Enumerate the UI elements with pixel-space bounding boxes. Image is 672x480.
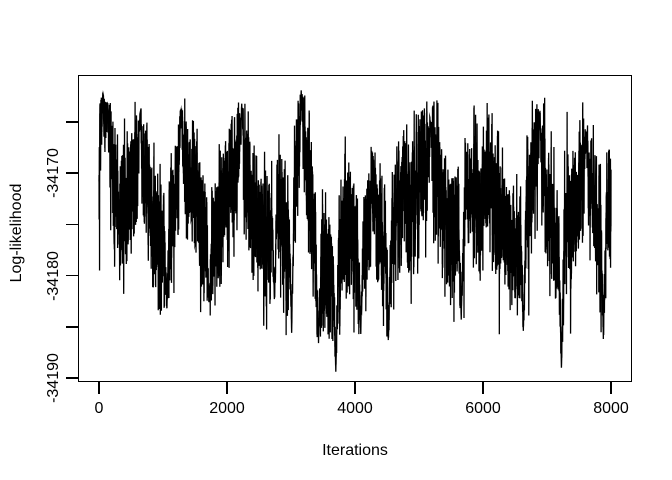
- x-axis-tick-label: 0: [94, 400, 104, 417]
- y-axis-tick: [66, 172, 78, 174]
- y-axis-tick: [66, 326, 78, 328]
- y-axis-tick: [66, 223, 78, 226]
- x-axis-tick-label: 6000: [465, 400, 501, 417]
- x-axis-tick-label: 2000: [209, 400, 245, 417]
- x-axis-tick: [482, 381, 484, 394]
- y-axis-tick: [66, 274, 78, 277]
- y-axis-tick-label-text: -34170: [45, 148, 62, 199]
- x-axis-tick: [226, 381, 228, 394]
- x-axis-tick-label: 8000: [593, 400, 629, 417]
- x-axis-tick: [354, 381, 356, 394]
- y-axis-tick-label-text: -34190: [45, 353, 62, 403]
- x-axis-tick-label: 4000: [337, 400, 373, 417]
- y-axis-tick: [66, 377, 78, 379]
- y-axis-title-text: Log-likelihood: [8, 183, 25, 283]
- trace-line-canvas: [80, 76, 630, 380]
- x-axis-tick: [98, 381, 100, 394]
- x-axis-title: Iterations: [322, 442, 388, 459]
- y-axis-tick-label-text: -34180: [45, 250, 62, 301]
- x-axis-tick: [610, 381, 612, 394]
- y-axis-tick: [66, 121, 78, 123]
